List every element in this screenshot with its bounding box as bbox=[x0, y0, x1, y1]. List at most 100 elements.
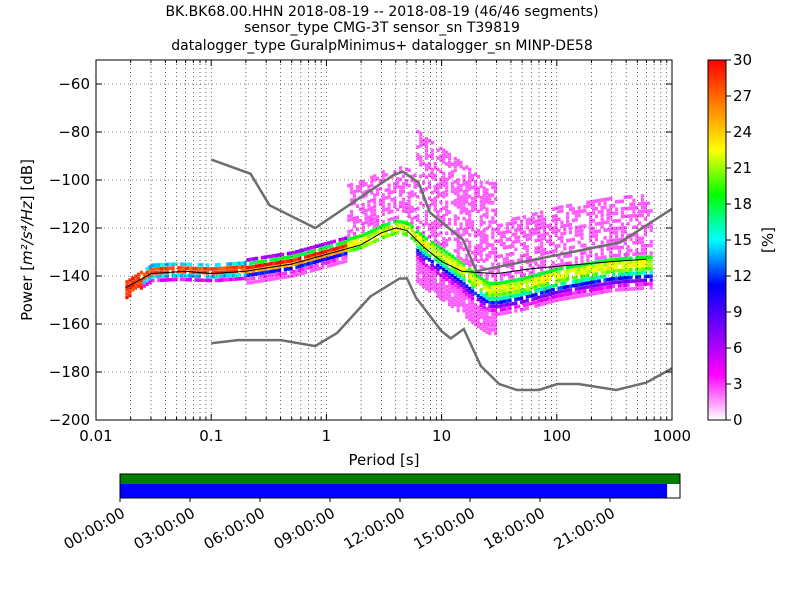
heatmap-cell bbox=[387, 183, 391, 188]
heatmap-cell bbox=[491, 323, 495, 328]
heatmap-cell bbox=[145, 267, 149, 271]
heatmap-cell bbox=[494, 274, 498, 278]
heatmap-cell bbox=[540, 271, 544, 276]
heatmap-cell bbox=[496, 281, 501, 286]
heatmap-cell bbox=[450, 231, 454, 236]
heatmap-cell bbox=[640, 194, 645, 198]
heatmap-cell bbox=[456, 285, 460, 290]
heatmap-cell bbox=[263, 270, 267, 275]
heatmap-cell bbox=[603, 228, 607, 232]
heatmap-cell bbox=[603, 263, 607, 267]
heatmap-cell bbox=[520, 281, 524, 285]
heatmap-cell bbox=[534, 285, 538, 289]
heatmap-cell bbox=[416, 152, 420, 157]
heatmap-cell bbox=[462, 262, 466, 267]
heatmap-cell bbox=[615, 211, 619, 215]
heatmap-cell bbox=[528, 236, 532, 241]
heatmap-cell bbox=[479, 196, 483, 200]
heatmap-cell bbox=[517, 304, 521, 309]
heatmap-cell bbox=[638, 221, 642, 225]
heatmap-cell bbox=[597, 221, 601, 226]
heatmap-cell bbox=[649, 243, 653, 248]
heatmap-cell bbox=[442, 152, 446, 157]
heatmap-cell bbox=[416, 279, 420, 284]
heatmap-cell bbox=[488, 254, 492, 259]
heatmap-cell bbox=[620, 264, 624, 269]
heatmap-cell bbox=[638, 275, 642, 279]
heatmap-cell bbox=[439, 181, 443, 185]
heatmap-cell bbox=[479, 245, 483, 250]
heatmap-cell bbox=[476, 309, 480, 313]
heatmap-cell bbox=[427, 162, 431, 166]
heatmap-cell bbox=[450, 289, 454, 293]
heatmap-cell bbox=[459, 291, 463, 296]
heatmap-cell bbox=[505, 306, 509, 311]
heatmap-cell bbox=[609, 277, 613, 281]
heatmap-cell bbox=[450, 162, 454, 167]
heatmap-cell bbox=[171, 274, 175, 278]
heatmap-cell bbox=[640, 259, 645, 264]
heatmap-cell bbox=[304, 247, 308, 252]
heatmap-cell bbox=[557, 294, 561, 298]
heatmap-cell bbox=[396, 223, 400, 227]
heatmap-cell bbox=[436, 233, 440, 237]
heatmap-cell bbox=[433, 188, 437, 193]
heatmap-cell bbox=[278, 276, 282, 280]
heatmap-cell bbox=[589, 211, 593, 216]
heatmap-cell bbox=[580, 286, 584, 290]
heatmap-cell bbox=[128, 278, 132, 282]
heatmap-cell bbox=[597, 275, 601, 280]
heatmap-cell bbox=[589, 227, 593, 231]
heatmap-cell bbox=[491, 293, 495, 297]
heatmap-cell bbox=[350, 213, 354, 218]
heatmap-cell bbox=[626, 279, 630, 284]
heatmap-cell bbox=[427, 227, 431, 231]
heatmap-cell bbox=[520, 273, 524, 277]
heatmap-cell bbox=[566, 219, 570, 224]
heatmap-cell bbox=[577, 213, 581, 218]
heatmap-cell bbox=[545, 285, 550, 290]
heatmap-cell bbox=[482, 213, 486, 217]
heatmap-cell bbox=[643, 209, 647, 213]
heatmap-cell bbox=[459, 299, 463, 303]
heatmap-cell bbox=[448, 291, 452, 295]
heatmap-cell bbox=[537, 265, 541, 269]
heatmap-cell bbox=[416, 241, 420, 245]
heatmap-cell bbox=[396, 184, 400, 189]
heatmap-cell bbox=[615, 269, 619, 273]
heatmap-cell bbox=[488, 251, 492, 255]
heatmap-cell bbox=[571, 207, 575, 211]
heatmap-cell bbox=[399, 189, 403, 193]
heatmap-cell bbox=[496, 254, 501, 259]
heatmap-cell bbox=[623, 253, 627, 257]
heatmap-cell bbox=[488, 308, 492, 313]
chart-title-line-3: datalogger_type GuralpMinimus+ datalogge… bbox=[171, 38, 592, 54]
heatmap-cell bbox=[295, 261, 299, 266]
heatmap-cell bbox=[580, 293, 584, 298]
heatmap-cell bbox=[445, 212, 449, 216]
heatmap-cell bbox=[600, 255, 604, 260]
heatmap-cell bbox=[183, 262, 187, 267]
heatmap-cell bbox=[456, 293, 460, 297]
heatmap-cell bbox=[635, 259, 639, 264]
heatmap-cell bbox=[350, 186, 354, 191]
heatmap-cell bbox=[485, 318, 489, 323]
heatmap-cell bbox=[592, 199, 596, 204]
heatmap-cell bbox=[574, 264, 578, 268]
heatmap-cell bbox=[612, 257, 616, 262]
heatmap-cell bbox=[543, 274, 547, 279]
heatmap-cell bbox=[352, 197, 357, 202]
heatmap-cell bbox=[606, 277, 610, 282]
heatmap-cell bbox=[384, 196, 388, 200]
heatmap-cell bbox=[309, 269, 313, 273]
heatmap-cell bbox=[525, 237, 529, 242]
heatmap-cell bbox=[520, 292, 524, 297]
heatmap-cell bbox=[257, 260, 262, 264]
heatmap-cell bbox=[592, 268, 596, 273]
heatmap-cell bbox=[635, 217, 639, 222]
heatmap-cell bbox=[496, 285, 501, 290]
heatmap-cell bbox=[488, 331, 492, 336]
heatmap-cell bbox=[609, 281, 613, 285]
heatmap-cell bbox=[433, 177, 437, 181]
heatmap-cell bbox=[520, 277, 524, 281]
